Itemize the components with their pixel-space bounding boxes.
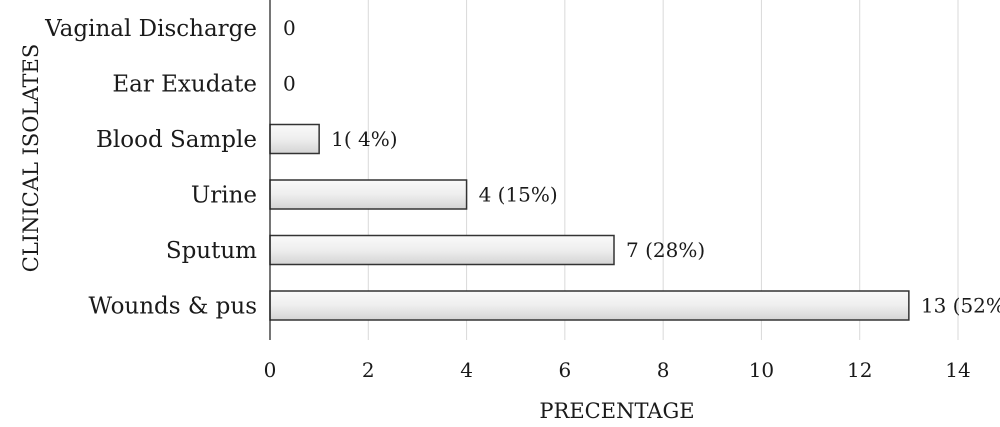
category-label-sputum: Sputum <box>166 238 257 264</box>
data-label-ear-exudate: 0 <box>283 72 296 96</box>
bar-sputum <box>269 234 615 266</box>
x-axis-title: PRECENTAGE <box>539 399 694 423</box>
category-label-vaginal-discharge: Vaginal Discharge <box>44 16 257 42</box>
x-tick-10: 10 <box>749 358 774 382</box>
x-tick-12: 12 <box>847 358 872 382</box>
bar-blood-sample <box>269 123 320 155</box>
x-tick-6: 6 <box>558 358 571 382</box>
category-label-ear-exudate: Ear Exudate <box>112 72 257 98</box>
category-label-urine: Urine <box>191 183 257 209</box>
category-label-wounds-pus: Wounds & pus <box>88 294 257 320</box>
x-tick-4: 4 <box>460 358 473 382</box>
y-axis-title: CLINICAL ISOLATES <box>19 44 43 272</box>
data-label-blood-sample: 1( 4%) <box>331 127 397 151</box>
category-label-blood-sample: Blood Sample <box>96 127 257 153</box>
data-label-urine: 4 (15%) <box>479 183 558 207</box>
data-label-wounds-pus: 13 (52%) <box>921 294 1000 318</box>
data-label-sputum: 7 (28%) <box>626 238 705 262</box>
x-tick-14: 14 <box>945 358 970 382</box>
x-tick-8: 8 <box>657 358 670 382</box>
x-tick-2: 2 <box>362 358 375 382</box>
x-tick-0: 0 <box>264 358 277 382</box>
bars <box>269 123 910 321</box>
category-labels: Vaginal Discharge Ear Exudate Blood Sample… <box>44 16 257 320</box>
data-labels: 0 0 1( 4%) 4 (15%) 7 (28%) 13 (52%) <box>283 16 1000 318</box>
data-label-vaginal-discharge: 0 <box>283 16 296 40</box>
gridlines <box>367 0 959 340</box>
bar-wounds-pus <box>269 290 910 321</box>
x-tick-labels: 0 2 4 6 8 10 12 14 <box>264 358 971 382</box>
bar-urine <box>269 179 468 210</box>
